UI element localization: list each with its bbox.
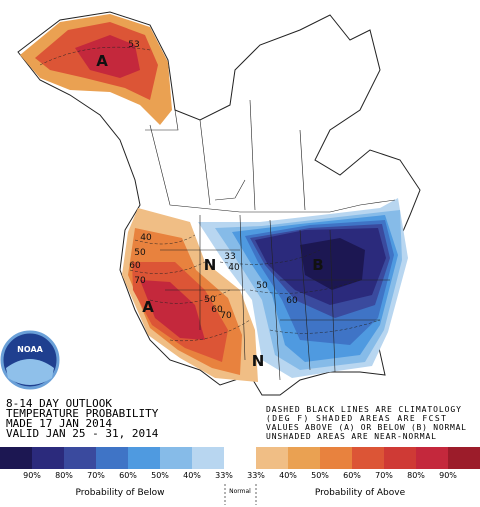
legend-label: 80% — [407, 471, 425, 480]
legend-caption: Probability of Below — [75, 488, 164, 498]
outlook-line: VALID JAN 25 - 31, 2014 — [6, 427, 159, 440]
legend-label: 90% — [23, 471, 41, 480]
legend-label: 60% — [119, 471, 137, 480]
map-label: 70 — [220, 311, 232, 321]
map-label: 60 — [211, 305, 223, 315]
climatology-lines — [39, 46, 381, 342]
outlook-line: MADE 17 JAN 2014 — [6, 417, 112, 430]
legend-label: 50% — [311, 471, 329, 480]
legend-swatch — [384, 447, 416, 469]
legend-label: 33% — [215, 471, 233, 480]
map-label: 40 — [140, 233, 152, 243]
map-label: 50 — [204, 295, 216, 305]
legend-label: 40% — [183, 471, 201, 480]
legend-swatch — [128, 447, 160, 469]
legend-swatch — [64, 447, 96, 469]
above-area — [140, 280, 205, 340]
legend-label: 60% — [343, 471, 361, 480]
legend-swatch — [192, 447, 224, 469]
legend-swatch — [32, 447, 64, 469]
legend-swatch — [352, 447, 384, 469]
legend-label: 80% — [55, 471, 73, 480]
legend-caption: Probability of Above — [315, 488, 406, 498]
outlook-line: TEMPERATURE PROBABILITY — [6, 407, 159, 420]
map-label: A — [96, 52, 108, 70]
legend-swatch — [256, 447, 288, 469]
legend: 90% 80% 70% 60% 50% 40% 33% 33% 40% 50% 60% 70% 80% 9… — [0, 447, 480, 480]
legend-swatch — [288, 447, 320, 469]
map-label: 33 — [224, 252, 235, 262]
map-label: A — [142, 298, 154, 316]
map-label: 53 — [128, 40, 139, 50]
map-label: B — [312, 256, 323, 274]
legend-swatch — [160, 447, 192, 469]
map-label: 50 — [256, 281, 268, 291]
note-line: UNSHADED AREAS ARE NEAR-NORMAL — [266, 432, 436, 441]
map-label: 50 — [134, 248, 146, 258]
map-label: 60 — [129, 261, 141, 271]
legend-label: 70% — [87, 471, 105, 480]
outlook-line: 8-14 DAY OUTLOOK — [6, 397, 112, 410]
legend-swatch — [0, 447, 32, 469]
borders — [145, 99, 396, 381]
legend-swatch — [320, 447, 352, 469]
map-label: 60 — [286, 296, 298, 306]
map-label: 70 — [134, 276, 146, 286]
notes: DASHED BLACK LINES ARE CLIMATOLOGY (DEG … — [266, 405, 466, 441]
outlook-text: 8-14 DAY OUTLOOK TEMPERATURE PROBABILITY… — [6, 397, 159, 440]
legend-label: 40% — [279, 471, 297, 480]
note-line: (DEG F) SHADED AREAS ARE FCST — [266, 414, 446, 423]
logo-wave — [6, 359, 54, 385]
legend-label: 90% — [439, 471, 457, 480]
legend-caption: Normal — [229, 488, 251, 495]
legend-label: 50% — [151, 471, 169, 480]
note-line: VALUES ABOVE (A) OR BELOW (B) NORMAL — [266, 423, 466, 432]
legend-label: 33% — [247, 471, 265, 480]
note-line: DASHED BLACK LINES ARE CLIMATOLOGY — [266, 405, 461, 414]
logo-text: NOAA — [17, 345, 43, 354]
legend-label: 70% — [375, 471, 393, 480]
map-label: 40 — [228, 263, 240, 273]
legend-swatch — [448, 447, 480, 469]
map-label: N — [252, 352, 265, 370]
below-area — [300, 238, 365, 290]
map-label: N — [204, 256, 217, 274]
above-area — [75, 35, 140, 78]
legend-swatch — [416, 447, 448, 469]
legend-swatch — [96, 447, 128, 469]
legend-swatch — [224, 447, 256, 469]
